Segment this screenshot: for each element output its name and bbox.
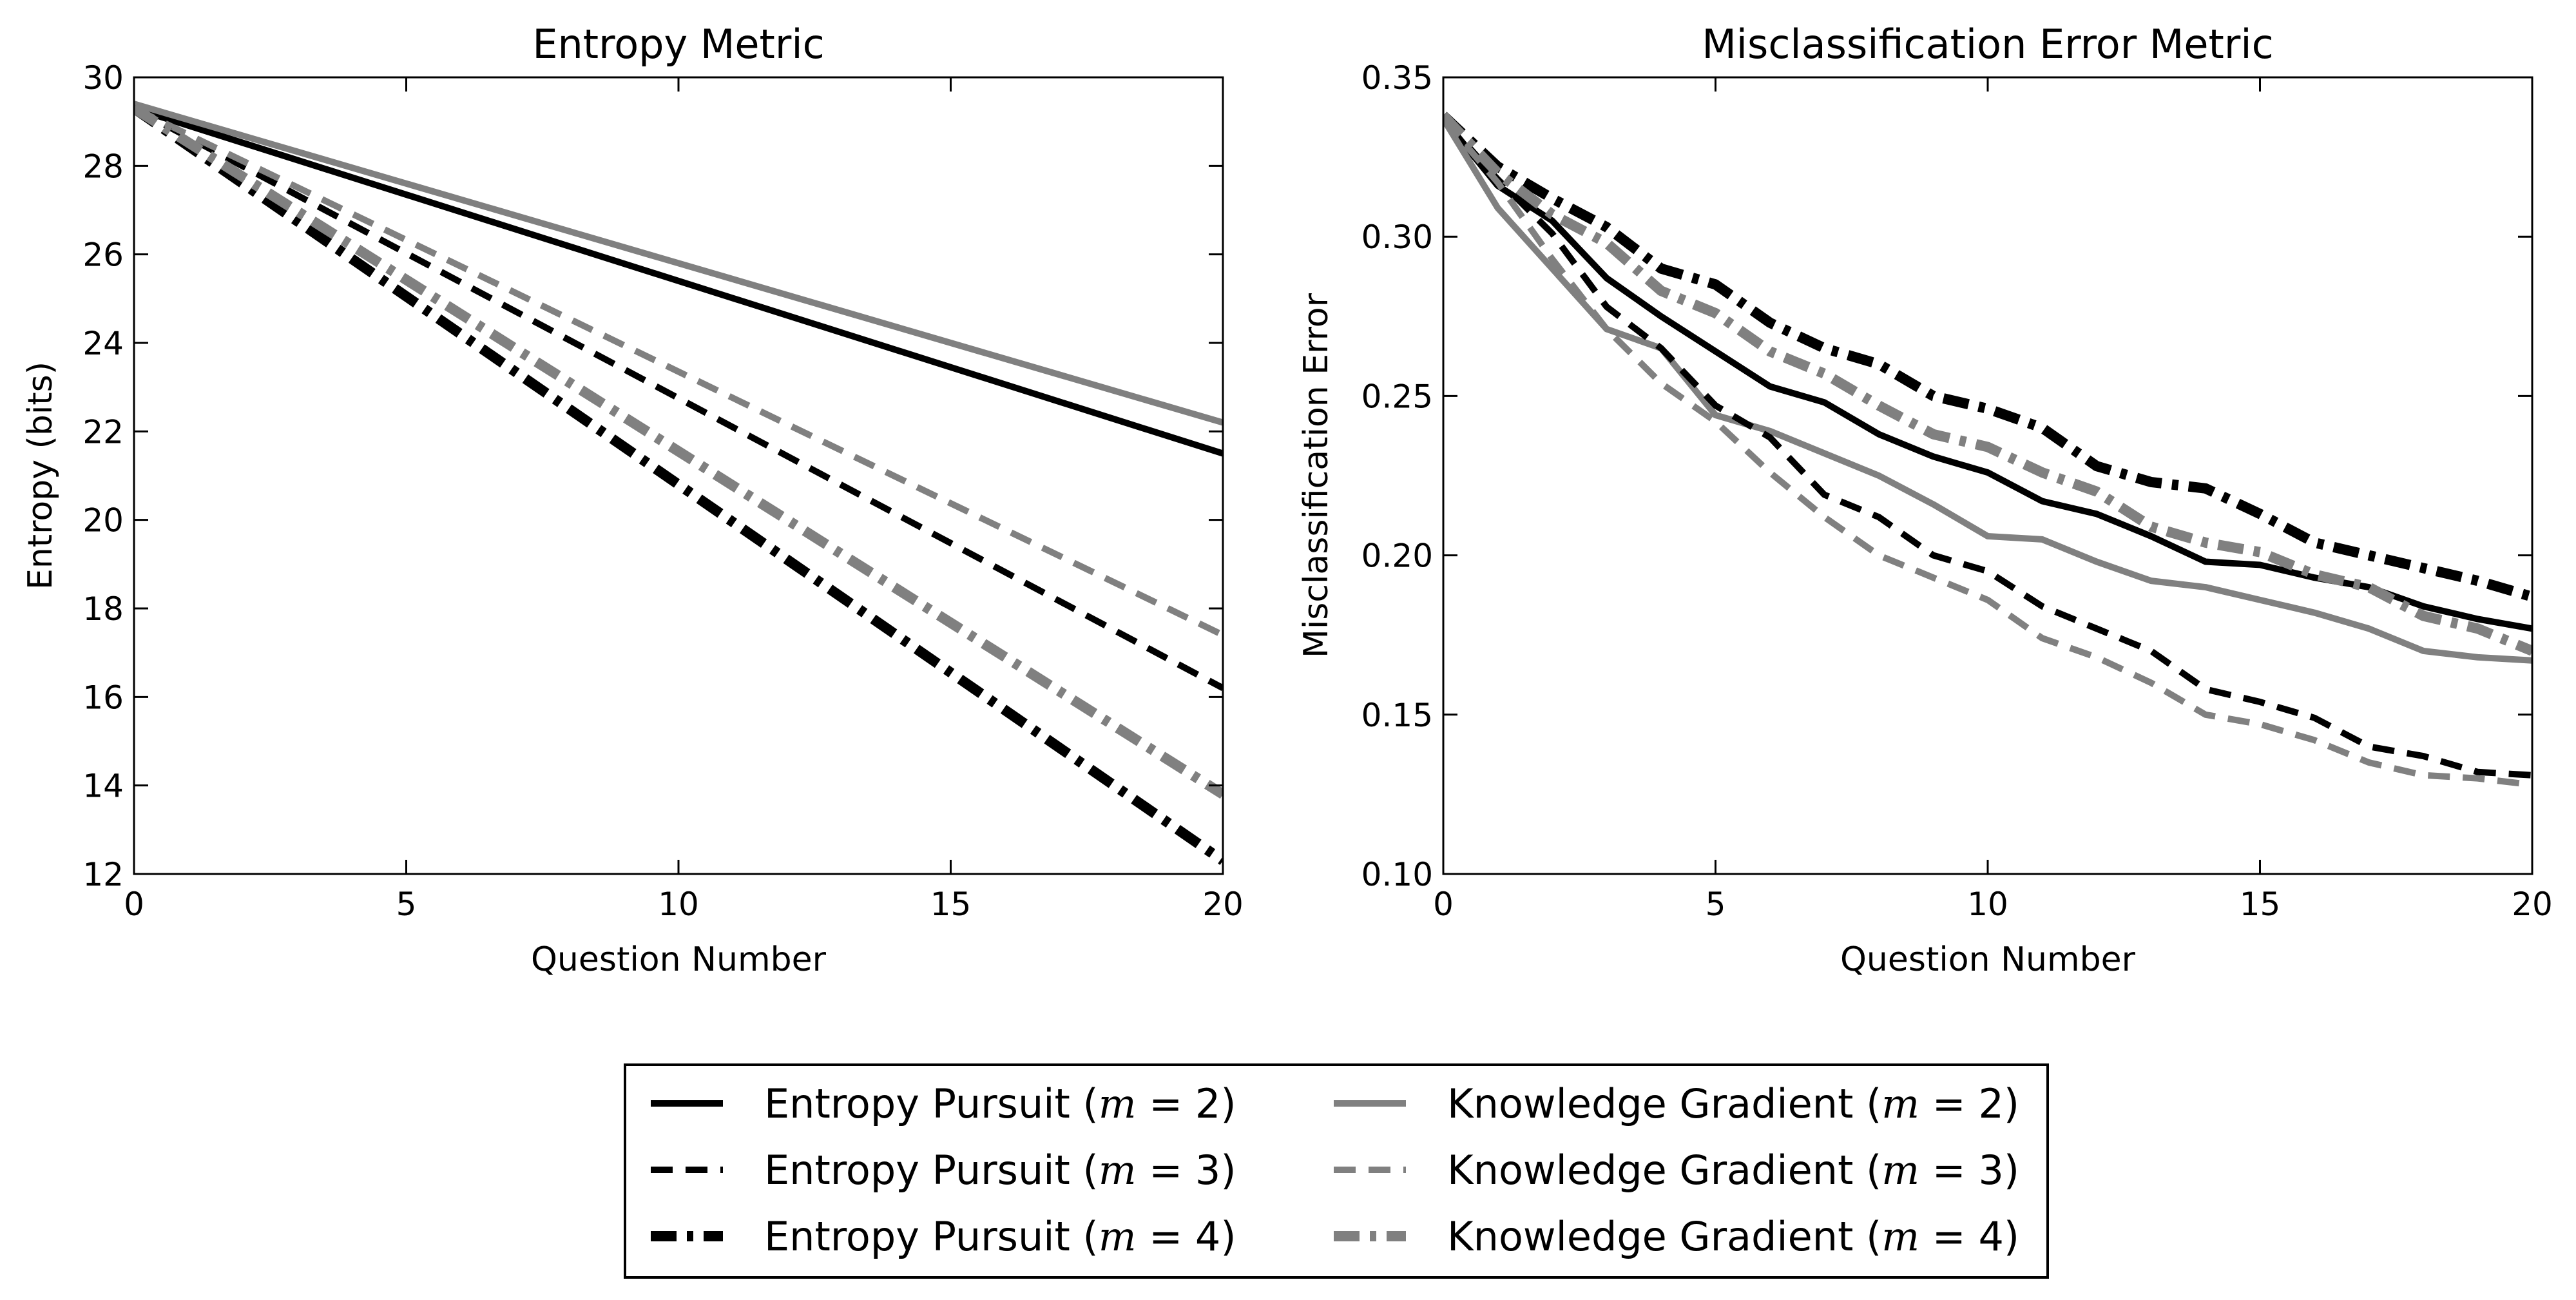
legend-label: Knowledge Gradient (m = 2) [1447, 1080, 2019, 1127]
series-line-entropy-pursuit-m-3 [134, 105, 1223, 692]
legend-label-part: = [1137, 1080, 1195, 1127]
legend-label-part: 4 [1978, 1213, 2003, 1260]
legend-label: Entropy Pursuit (m = 2) [764, 1080, 1236, 1127]
series-line-knowledge-gradient-m-2 [1443, 117, 2532, 664]
y-tick-label: 0.20 [1361, 538, 1433, 575]
series-line-entropy-pursuit-m-3 [1443, 116, 2532, 779]
series-group [134, 101, 1223, 865]
legend-label-part: 4 [1195, 1213, 1220, 1260]
legend-label-part: Knowledge Gradient ( [1447, 1080, 1881, 1127]
chart-panel-2: 0 5 10 15 20 0.10 0.15 0.20 0.25 0.30 0.35 Misclass… [1297, 21, 2553, 979]
x-tick-label: 10 [1967, 886, 2008, 923]
legend-label-part: 3 [1195, 1147, 1220, 1194]
x-axis-label: Question Number [1840, 940, 2136, 979]
chart-title: Entropy Metric [532, 21, 824, 68]
legend-label-part: Entropy Pursuit ( [764, 1213, 1099, 1260]
series-line-knowledge-gradient-m-3 [134, 105, 1223, 638]
legend-label-part: 2 [1978, 1080, 2003, 1127]
y-tick-label: 0.35 [1361, 59, 1433, 97]
series-line-entropy-pursuit-m-2 [1443, 117, 2532, 632]
legend-label-part: = [1919, 1080, 1978, 1127]
legend-label-part: m [1099, 1213, 1137, 1260]
legend-label-part: m [1099, 1080, 1137, 1127]
y-axis-label: Misclassification Error [1297, 293, 1336, 658]
series-line-entropy-pursuit-m-4 [1443, 112, 2532, 602]
legend-label-part: Entropy Pursuit ( [764, 1080, 1099, 1127]
y-tick-label: 18 [82, 590, 124, 628]
legend: Entropy Pursuit (m = 2)Entropy Pursuit (… [624, 1063, 2049, 1279]
y-tick-label: 12 [82, 856, 124, 893]
legend-label-part: ) [1220, 1213, 1236, 1260]
chart-title: Misclassification Error Metric [1702, 21, 2273, 68]
series-line-knowledge-gradient-m-2 [134, 101, 1223, 426]
legend-label-part: m [1881, 1080, 1919, 1127]
legend-label-part: = [1137, 1147, 1195, 1194]
y-tick-label: 30 [82, 59, 124, 97]
legend-label-part: = [1137, 1213, 1195, 1260]
legend-label-part: ) [2004, 1080, 2019, 1127]
legend-label-part: m [1881, 1213, 1919, 1260]
x-tick-label: 5 [1706, 886, 1726, 923]
legend-label-part: = [1919, 1147, 1978, 1194]
y-tick-label: 24 [82, 325, 124, 362]
y-tick-label: 14 [82, 768, 124, 805]
y-tick-label: 0.10 [1361, 856, 1433, 893]
x-tick-label: 15 [930, 886, 972, 923]
y-tick-label: 0.25 [1361, 378, 1433, 415]
legend-label-part: 3 [1978, 1147, 2003, 1194]
legend-label: Knowledge Gradient (m = 3) [1447, 1147, 2019, 1194]
x-axis-label: Question Number [531, 940, 827, 979]
legend-label-part: Knowledge Gradient ( [1447, 1213, 1881, 1260]
y-tick-label: 22 [82, 413, 124, 451]
x-tick-label: 5 [396, 886, 417, 923]
legend-label-part: m [1881, 1147, 1919, 1194]
legend-label-part: ) [1220, 1147, 1236, 1194]
y-axis-label: Entropy (bits) [21, 362, 60, 590]
y-tick-label: 0.15 [1361, 697, 1433, 734]
legend-label-part: m [1099, 1147, 1137, 1194]
y-tick-label: 28 [82, 148, 124, 185]
legend-label-part: ) [2004, 1147, 2019, 1194]
y-tick-label: 0.30 [1361, 218, 1433, 256]
series-line-entropy-pursuit-m-2 [134, 105, 1223, 457]
series-line-knowledge-gradient-m-4 [1443, 112, 2532, 656]
y-tick-label: 26 [82, 237, 124, 274]
series-line-knowledge-gradient-m-3 [1443, 117, 2532, 788]
legend-label: Entropy Pursuit (m = 3) [764, 1147, 1236, 1194]
series-line-entropy-pursuit-m-4 [134, 104, 1223, 865]
legend-label-part: = [1919, 1213, 1978, 1260]
legend-label: Knowledge Gradient (m = 4) [1447, 1213, 2019, 1260]
chart-panel-1: 0 5 10 15 20 12 14 16 18 20 22 24 26 28 30 Entropy Metr… [21, 21, 1244, 979]
x-tick-label: 0 [124, 886, 144, 923]
legend-label-part: ) [1220, 1080, 1236, 1127]
series-group [1443, 112, 2532, 788]
x-tick-label: 10 [658, 886, 699, 923]
legend-label-part: 2 [1195, 1080, 1220, 1127]
y-tick-label: 20 [82, 502, 124, 539]
legend-label: Entropy Pursuit (m = 4) [764, 1213, 1236, 1260]
y-tick-label: 16 [82, 679, 124, 716]
series-line-knowledge-gradient-m-4 [134, 104, 1223, 799]
x-tick-label: 0 [1433, 886, 1454, 923]
x-tick-label: 15 [2240, 886, 2281, 923]
legend-label-part: Knowledge Gradient ( [1447, 1147, 1881, 1194]
x-tick-label: 20 [1202, 886, 1244, 923]
legend-label-part: ) [2004, 1213, 2019, 1260]
legend-label-part: Entropy Pursuit ( [764, 1147, 1099, 1194]
x-tick-label: 20 [2512, 886, 2553, 923]
